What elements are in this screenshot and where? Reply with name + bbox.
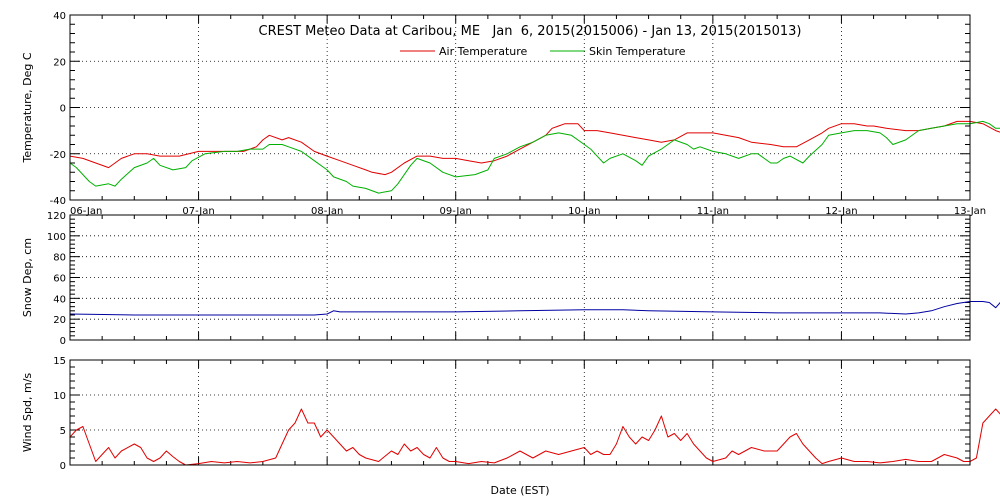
y-axis-label: Temperature, Deg C [21,52,34,163]
y-tick-label: 0 [60,461,66,472]
y-tick-label: 80 [53,253,66,264]
x-tick-label: 10-Jan [568,206,600,217]
x-tick-label: 09-Jan [440,206,472,217]
legend-label-air-temperature: Air Temperature [439,45,528,58]
x-axis-label: Date (EST) [490,484,549,497]
y-axis-label: Wind Spd, m/s [21,373,34,453]
plot-frame [69,359,971,466]
y-tick-label: 60 [53,274,66,285]
x-tick-label: 07-Jan [182,206,214,217]
x-tick-label: 08-Jan [311,206,343,217]
series-line-wind-spd-m-s [69,408,1000,466]
panel-snow-dep-cm: 0 20 40 60 80 100 120 Snow Dep, cm [21,211,1000,347]
legend-label-skin-temperature: Skin Temperature [589,45,686,58]
series-line-snow-dep-cm [69,301,1000,316]
y-axis-label: Snow Dep, cm [21,238,34,317]
y-tick-label: 0 [60,104,66,115]
y-tick-label: 10 [53,391,66,402]
y-tick-label: -40 [50,196,66,207]
panels: -40 -20 0 20 40 06-Jan 07-Jan 08-Jan 09-Jan 10-Ja… [21,11,1000,472]
y-tick-label: -20 [50,150,66,161]
panel-wind-spd-m-s: 0 5 10 15 Wind Spd, m/s [21,356,1000,472]
y-tick-label: 0 [60,336,66,347]
y-tick-label: 15 [53,356,66,367]
y-tick-label: 100 [47,232,66,243]
x-tick-label: 12-Jan [825,206,857,217]
plot-frame [69,214,971,341]
chart-title-layer: CREST Meteo Data at Caribou, ME Jan 6, 2… [259,24,802,58]
x-tick-label: 11-Jan [697,206,729,217]
x-tick-label: 13-Jan [954,206,986,217]
series-line-skin-temperature [69,120,1000,194]
y-tick-label: 40 [53,294,66,305]
plot-frame [69,14,971,201]
y-tick-label: 20 [53,315,66,326]
x-tick-label: 06-Jan [70,206,102,217]
series-line-air-temperature [69,120,1000,176]
y-tick-label: 5 [60,426,66,437]
panel-temperature-deg-c: -40 -20 0 20 40 06-Jan 07-Jan 08-Jan 09-Jan 10-Ja… [21,11,1000,217]
y-tick-label: 40 [53,11,66,22]
chart-title: CREST Meteo Data at Caribou, ME Jan 6, 2… [259,24,802,39]
y-tick-label: 120 [47,211,66,222]
y-tick-label: 20 [53,57,66,68]
